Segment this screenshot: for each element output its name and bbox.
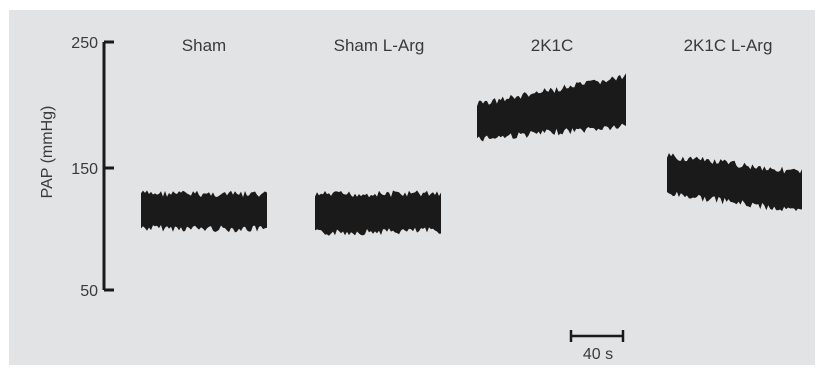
group-label-sham-l-arg: Sham L-Arg bbox=[334, 36, 425, 55]
trace-2k1c-l-arg bbox=[667, 153, 802, 212]
y-axis: 250 150 50 PAP (mmHg) bbox=[39, 35, 114, 300]
pressure-traces bbox=[141, 73, 802, 236]
y-tick-label-250: 250 bbox=[71, 35, 98, 52]
group-label-sham: Sham bbox=[182, 36, 226, 55]
group-label-2k1c: 2K1C bbox=[531, 36, 574, 55]
y-tick-label-50: 50 bbox=[80, 283, 98, 300]
trace-2k1c bbox=[477, 73, 626, 142]
trace-sham bbox=[141, 190, 267, 233]
group-label-2k1c-l-arg: 2K1C L-Arg bbox=[684, 36, 773, 55]
y-tick-label-150: 150 bbox=[71, 161, 98, 178]
y-axis-label: PAP (mmHg) bbox=[39, 106, 56, 199]
scale-bar-label: 40 s bbox=[583, 346, 613, 363]
trace-sham-l-arg bbox=[315, 190, 441, 236]
time-scale-bar: 40 s bbox=[569, 330, 625, 363]
